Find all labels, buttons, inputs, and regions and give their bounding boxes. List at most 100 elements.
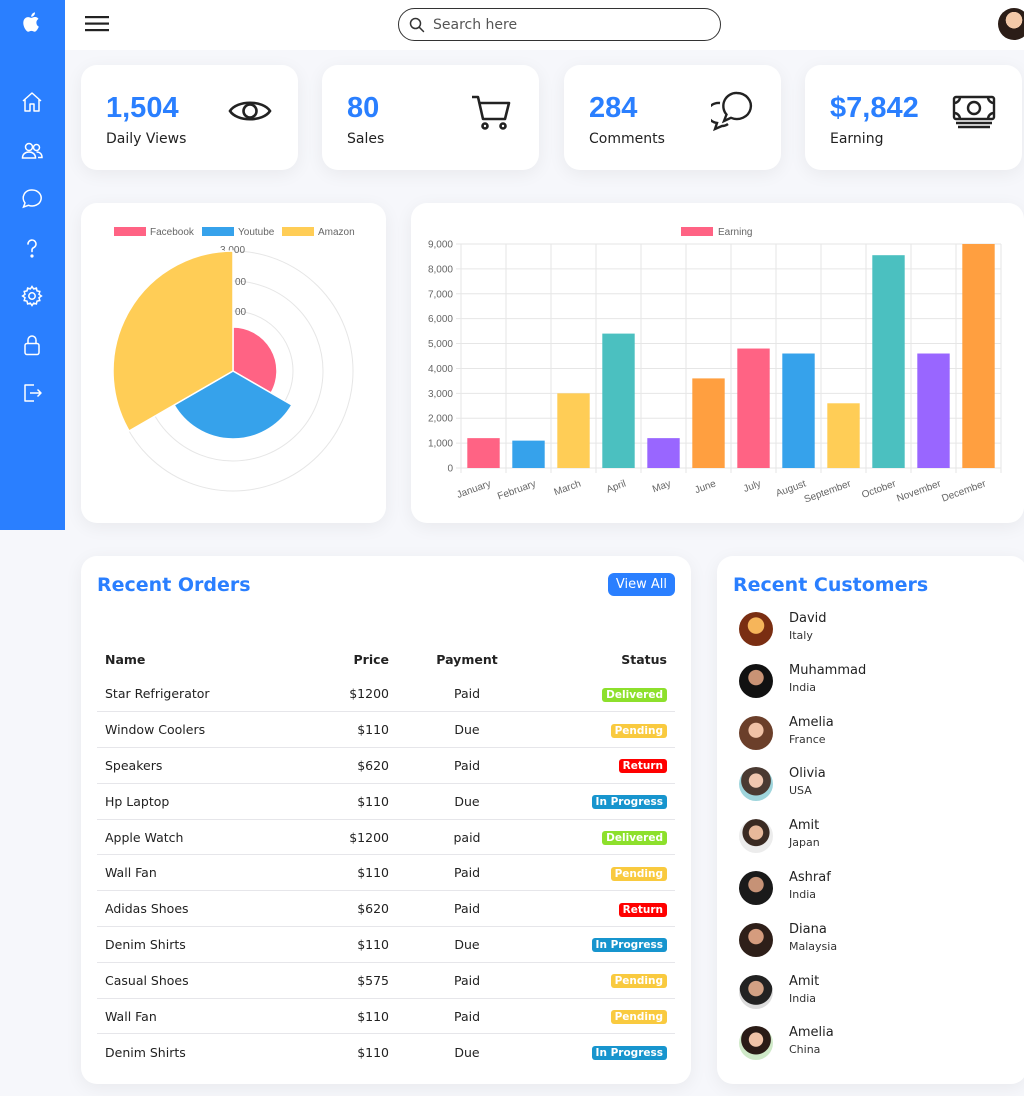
cart-icon: [472, 95, 511, 130]
stat-value: 284: [589, 92, 638, 124]
status-badge: In Progress: [591, 795, 667, 810]
bar-january[interactable]: [467, 438, 500, 468]
recent-customers-title: Recent Customers: [733, 574, 929, 596]
customer-item[interactable]: David Italy: [739, 610, 999, 650]
legend-label[interactable]: Earning: [718, 227, 752, 238]
table-row[interactable]: Wall Fan $110 Paid Pending: [97, 854, 675, 892]
stat-card-sales: 80 Sales: [322, 65, 539, 170]
y-tick-label: 4,000: [428, 364, 453, 375]
recent-customers-card: Recent Customers David Italy Muhammad India…: [717, 556, 1024, 1084]
status-badge: Return: [618, 759, 667, 774]
y-tick-label: 2,000: [428, 414, 453, 425]
customer-item[interactable]: Amelia China: [739, 1024, 999, 1064]
cell-name: Denim Shirts: [97, 926, 297, 963]
customer-item[interactable]: Ashraf India: [739, 869, 999, 909]
sidebar-item-signout[interactable]: [19, 380, 45, 406]
legend-swatch[interactable]: [681, 227, 713, 236]
comments-icon: [711, 91, 753, 132]
x-tick-label: February: [496, 478, 537, 502]
table-row[interactable]: Window Coolers $110 Due Pending: [97, 711, 675, 749]
table-row[interactable]: Adidas Shoes $620 Paid Return: [97, 890, 675, 928]
settings-icon: [21, 285, 43, 307]
table-row[interactable]: Hp Laptop $110 Due In Progress: [97, 783, 675, 820]
cell-status: Pending: [537, 854, 675, 892]
user-avatar[interactable]: [998, 8, 1024, 40]
bar-september[interactable]: [827, 403, 860, 468]
stat-label: Sales: [347, 131, 385, 147]
sidebar-item-help[interactable]: [19, 235, 45, 261]
search-icon: [409, 17, 425, 32]
sidebar-item-password[interactable]: [19, 332, 45, 358]
x-tick-label: January: [455, 478, 492, 501]
table-row[interactable]: Casual Shoes $575 Paid Pending: [97, 962, 675, 999]
table-row[interactable]: Denim Shirts $110 Due In Progress: [97, 1034, 675, 1070]
column-header-name: Name: [105, 651, 146, 667]
bar-november[interactable]: [917, 353, 950, 468]
bar-june[interactable]: [692, 378, 725, 468]
customer-item[interactable]: Amelia France: [739, 714, 999, 754]
status-badge: Return: [618, 902, 667, 917]
stat-label: Daily Views: [106, 131, 187, 147]
customer-name: Amit: [789, 818, 820, 834]
x-tick-label: November: [895, 478, 943, 504]
legend-swatch[interactable]: [202, 227, 234, 236]
status-badge: Pending: [610, 866, 667, 881]
sidebar-item-home[interactable]: [19, 89, 45, 115]
sidebar-item-customers[interactable]: [19, 138, 45, 164]
recent-orders-title: Recent Orders: [97, 574, 251, 596]
bar-october[interactable]: [872, 255, 905, 468]
help-icon: [27, 239, 37, 258]
bar-february[interactable]: [512, 440, 545, 468]
cell-name: Hp Laptop: [97, 783, 297, 820]
customer-country: Malaysia: [789, 939, 838, 953]
legend-label[interactable]: Amazon: [318, 227, 355, 238]
table-row[interactable]: Speakers $620 Paid Return: [97, 747, 675, 784]
bar-july[interactable]: [737, 348, 770, 468]
bar-may[interactable]: [647, 438, 680, 468]
customer-name: Ashraf: [789, 870, 831, 885]
sidebar-item-settings[interactable]: [19, 283, 45, 309]
y-tick-label: 3,000: [428, 389, 453, 400]
customer-item[interactable]: Amit Japan: [739, 817, 999, 857]
customer-item[interactable]: Olivia USA: [739, 765, 999, 805]
cell-price: $110: [297, 783, 397, 820]
table-header-row: Name Price Payment Status: [97, 642, 675, 676]
customer-item[interactable]: Muhammad India: [739, 662, 999, 702]
polar-slice-youtube[interactable]: [173, 370, 293, 440]
bar-august[interactable]: [782, 353, 815, 468]
search-input[interactable]: [433, 16, 693, 33]
customer-item[interactable]: Amit India: [739, 973, 999, 1013]
table-row[interactable]: Denim Shirts $110 Due In Progress: [97, 926, 675, 963]
customer-avatar: [739, 871, 773, 905]
table-row[interactable]: Wall Fan $110 Paid Pending: [97, 998, 675, 1035]
cell-status: Delivered: [537, 676, 675, 713]
home-icon: [22, 92, 42, 112]
legend-label[interactable]: Facebook: [150, 227, 195, 238]
customer-item[interactable]: Diana Malaysia: [739, 921, 999, 961]
cell-payment: Due: [397, 783, 537, 820]
polar-slice-amazon[interactable]: [112, 250, 234, 433]
cell-name: Casual Shoes: [97, 962, 297, 999]
stat-value: 80: [347, 92, 380, 124]
customer-country: India: [789, 888, 816, 901]
stat-card-comments: 284 Comments: [564, 65, 781, 170]
table-row[interactable]: Apple Watch $1200 paid Delivered: [97, 819, 675, 856]
apple-logo-icon[interactable]: [20, 10, 44, 34]
status-badge: Delivered: [602, 831, 667, 846]
bar-december[interactable]: [962, 244, 995, 468]
sidebar-item-messages[interactable]: [19, 186, 45, 212]
cell-price: $575: [297, 962, 397, 999]
view-all-button[interactable]: View All: [607, 573, 675, 596]
legend-label[interactable]: Youtube: [238, 227, 275, 238]
cell-payment: Due: [397, 711, 537, 749]
menu-toggle-icon[interactable]: [85, 14, 111, 34]
table-row[interactable]: Star Refrigerator $1200 Paid Delivered: [97, 676, 675, 713]
legend-swatch[interactable]: [114, 227, 146, 236]
cell-status: In Progress: [537, 783, 675, 820]
x-tick-label: October: [860, 478, 898, 501]
legend-swatch[interactable]: [282, 227, 314, 236]
cell-payment: paid: [397, 819, 537, 856]
bar-march[interactable]: [557, 393, 590, 468]
bar-april[interactable]: [602, 333, 635, 468]
cell-payment: Paid: [397, 962, 537, 999]
